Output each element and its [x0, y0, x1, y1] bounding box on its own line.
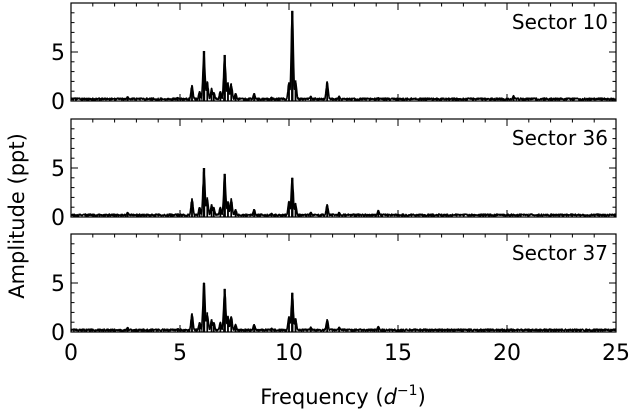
sector-label-sector-10: Sector 10	[512, 10, 608, 34]
y-tick-label-sector-10: 5	[51, 41, 65, 66]
sector-label-sector-36: Sector 36	[512, 126, 608, 150]
series-line-sector-37	[70, 282, 617, 332]
x-tick-label: 15	[384, 341, 412, 366]
y-tick-label-sector-37: 0	[51, 321, 65, 346]
panel-sector-36: 0 5 Sector 36	[51, 118, 617, 231]
x-axis-label: Frequency (d−1)	[260, 383, 426, 409]
series-line-sector-36	[70, 168, 617, 217]
panel-sector-10: 0 5 Sector 10	[51, 2, 617, 115]
panels-group: 0 5 Sector 10 0 5 Sector 36 0 5 Sector 37 0 5 10 15 2…	[51, 2, 630, 366]
y-axis-label: Amplitude (ppt)	[5, 133, 29, 299]
y-tick-label-sector-36: 0	[51, 206, 65, 231]
x-tick-label: 25	[602, 341, 630, 366]
y-tick-label-sector-37: 5	[51, 272, 65, 297]
sector-label-sector-37: Sector 37	[512, 241, 608, 265]
x-tick-label: 0	[64, 341, 78, 366]
x-tick-label: 10	[275, 341, 303, 366]
y-tick-label-sector-36: 5	[51, 157, 65, 182]
x-tick-label: 20	[493, 341, 521, 366]
panel-sector-37: 0 5 Sector 37 0 5 10 15 20 25	[51, 233, 630, 366]
y-tick-label-sector-10: 0	[51, 90, 65, 115]
x-tick-label: 5	[173, 341, 187, 366]
